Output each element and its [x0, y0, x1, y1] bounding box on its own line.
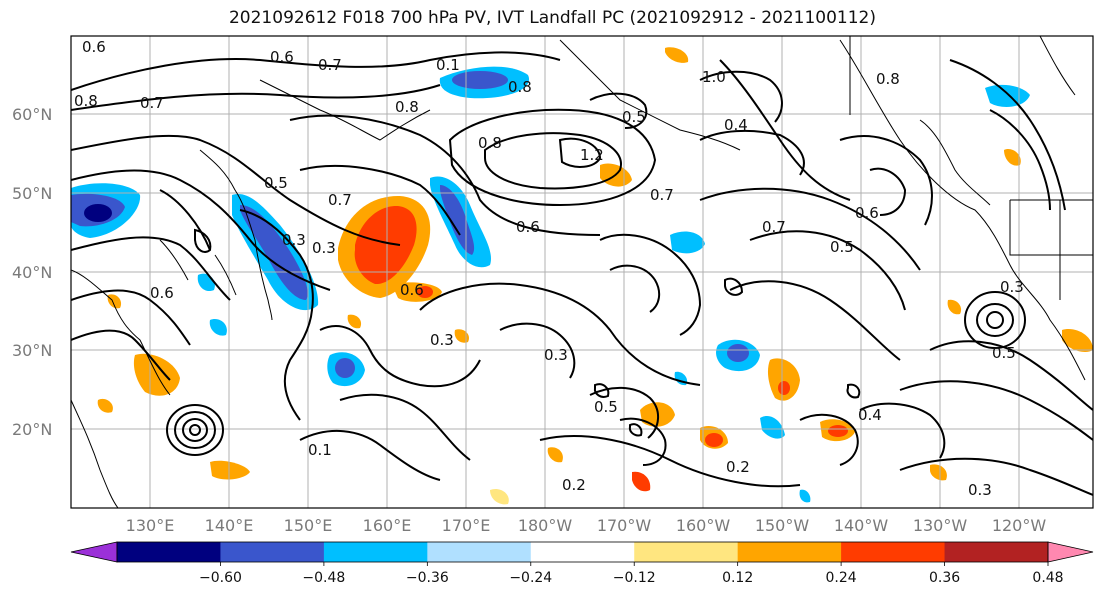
colorbar-frame	[116, 541, 1049, 563]
colorbar-tick-label: 0.36	[929, 570, 960, 586]
colorbar-tick-label: −0.60	[199, 570, 242, 586]
pv-contours	[71, 51, 1093, 496]
lon-label-150w: 150°W	[755, 516, 810, 535]
colorbar-segment	[737, 542, 842, 562]
plot-frame	[70, 35, 1094, 509]
lon-label-120w: 120°W	[992, 516, 1047, 535]
contour-label: 0.3	[1000, 278, 1024, 296]
colorbar-tick-label: −0.36	[406, 570, 449, 586]
lat-label-60n: 60°N	[12, 105, 52, 124]
lat-label-30n: 30°N	[12, 341, 52, 360]
contour-label: 0.3	[544, 346, 568, 364]
colorbar-segment	[634, 542, 739, 562]
colorbar-tick-label: 0.48	[1032, 570, 1063, 586]
colorbar-tick-label: −0.48	[302, 570, 345, 586]
contour-label: 0.7	[318, 56, 342, 74]
contour-label: 0.8	[478, 134, 502, 152]
contour-label: 0.7	[328, 191, 352, 209]
contour-label: 1.2	[580, 146, 604, 164]
contour-label: 0.3	[312, 239, 336, 257]
contour-label: 0.2	[562, 476, 586, 494]
contour-label: 0.7	[650, 186, 674, 204]
contour-label: 0.6	[516, 218, 540, 236]
map-title: 2021092612 F018 700 hPa PV, IVT Landfall…	[228, 8, 876, 28]
colorbar-tick-label: 0.12	[722, 570, 753, 586]
colorbar-extend-high	[1047, 541, 1094, 563]
contour-label: 0.6	[270, 48, 294, 66]
contour-label: 0.6	[150, 284, 174, 302]
colorbar-segment	[220, 542, 325, 562]
colorbar-tick-label: −0.12	[613, 570, 656, 586]
contour-label: 0.6	[82, 38, 106, 56]
lon-label-140w: 140°W	[834, 516, 889, 535]
lat-label-40n: 40°N	[12, 263, 52, 282]
lon-label-130e: 130°E	[126, 516, 175, 535]
contour-label: 0.5	[622, 108, 646, 126]
colorbar-segment	[530, 542, 635, 562]
colorbar-segment	[117, 542, 221, 562]
colorbar-segment	[841, 542, 946, 562]
contour-label: 0.3	[430, 331, 454, 349]
lon-label-150e: 150°E	[284, 516, 333, 535]
contour-label: 0.8	[876, 70, 900, 88]
contour-label: 0.2	[726, 458, 750, 476]
contour-label: 0.8	[508, 78, 532, 96]
contour-label: 0.8	[74, 92, 98, 110]
contour-label: 0.1	[436, 56, 460, 74]
lon-label-140e: 140°E	[205, 516, 254, 535]
contour-label: 0.5	[830, 238, 854, 256]
contour-label: 0.1	[308, 441, 332, 459]
contour-label: 0.7	[762, 218, 786, 236]
colorbar: −0.60 −0.48 −0.36 −0.24 −0.12 0.12 0.24 0.36 0.4…	[70, 541, 1094, 586]
contour-label: 0.5	[992, 344, 1016, 362]
lon-label-160e: 160°E	[363, 516, 412, 535]
colorbar-segment	[323, 542, 428, 562]
contour-label: 0.8	[395, 98, 419, 116]
colorbar-extend-low	[70, 541, 118, 563]
colorbar-segment	[427, 542, 532, 562]
contour-label: 0.3	[282, 231, 306, 249]
lon-label-160w: 160°W	[676, 516, 731, 535]
contour-label: 0.4	[724, 116, 748, 134]
contour-label: 0.6	[400, 281, 424, 299]
contour-label: 0.3	[968, 481, 992, 499]
lon-label-180w: 180°W	[518, 516, 573, 535]
contour-label-group: 0.6 0.7 0.8 0.7 0.1 0.8 1.2 0.8 0.5 0.3 …	[74, 38, 1024, 499]
colorbar-tick-label: 0.24	[826, 570, 857, 586]
lat-label-50n: 50°N	[12, 184, 52, 203]
contour-label: 0.6	[855, 204, 879, 222]
colorbar-tick-label: −0.24	[509, 570, 552, 586]
contour-label: 1.0	[702, 68, 726, 86]
contour-label: 0.7	[140, 94, 164, 112]
contour-label: 0.5	[264, 174, 288, 192]
lat-label-20n: 20°N	[12, 420, 52, 439]
lon-label-130w: 130°W	[913, 516, 968, 535]
contour-label: 0.4	[858, 406, 882, 424]
contour-label: 0.5	[594, 398, 618, 416]
colorbar-segment	[944, 542, 1049, 562]
lon-label-170w: 170°W	[597, 516, 652, 535]
graticule	[71, 36, 1093, 508]
latitude-labels: 60°N 50°N 40°N 30°N 20°N	[12, 105, 52, 439]
longitude-labels: 130°E 140°E 150°E 160°E 170°E 180°W 170°…	[126, 516, 1047, 535]
lon-label-170e: 170°E	[442, 516, 491, 535]
coastlines	[71, 36, 1093, 508]
